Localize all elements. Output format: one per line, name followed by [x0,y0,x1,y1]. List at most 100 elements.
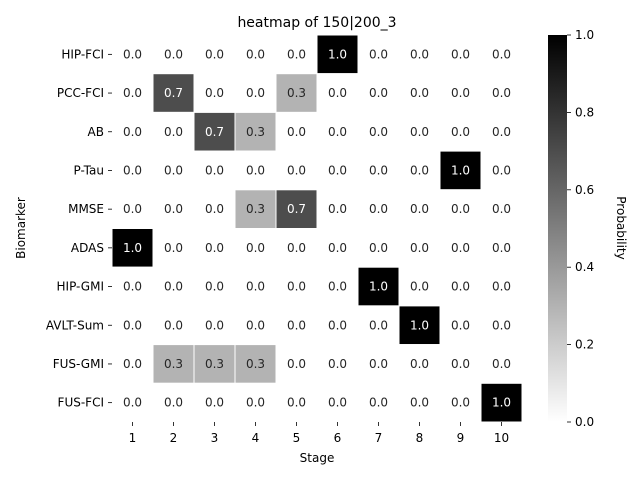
heatmap-cell [316,305,359,346]
cell-value-label: 0.0 [328,318,347,332]
cell-value-label: 0.0 [287,396,306,410]
heatmap-cell [316,382,359,423]
cell-value-label: 0.7 [164,86,183,100]
cell-value-label: 1.0 [369,280,388,294]
cell-value-label: 0.0 [410,241,429,255]
cell-value-label: 0.0 [123,357,142,371]
cell-value-label: 0.0 [369,241,388,255]
colorbar-tick-label: 0.2 [575,338,594,352]
heatmap-cell [480,34,523,75]
y-tick-label: FUS-FCI [58,396,104,410]
cell-value-label: 0.0 [410,125,429,139]
cell-value-label: 0.7 [205,125,224,139]
heatmap-cell [398,344,441,384]
heatmap-cell [357,266,400,307]
cell-value-label: 0.3 [246,357,265,371]
cell-value-label: 0.0 [123,163,142,177]
cell-value-label: 0.0 [410,357,429,371]
colorbar-tick-label: 0.4 [575,260,594,274]
heatmap-cell [275,228,318,268]
cell-value-label: 0.0 [410,202,429,216]
cell-value-label: 0.0 [369,357,388,371]
heatmap-cell [316,189,359,230]
cell-value-label: 0.0 [164,125,183,139]
y-tick-label: HIP-FCI [61,47,104,61]
heatmap-cell [193,344,236,384]
x-tick-label: 10 [494,431,509,445]
y-axis-label: Biomarker [14,197,28,259]
y-tick-label: AVLT-Sum [46,318,104,332]
cell-value-label: 0.0 [492,202,511,216]
heatmap-cell [152,305,195,346]
cell-value-label: 0.0 [246,318,265,332]
cell-value-label: 0.3 [164,357,183,371]
x-tick-label: 5 [293,431,301,445]
heatmap-cell [480,150,523,191]
heatmap-cell [316,73,359,113]
heatmap-cell [480,344,523,384]
cell-value-label: 0.0 [164,163,183,177]
x-tick-label: 4 [252,431,260,445]
cell-value-label: 0.0 [328,241,347,255]
heatmap-cell [480,111,523,152]
cell-value-label: 0.0 [205,396,224,410]
heatmap-cell [275,189,318,230]
cell-value-label: 0.0 [369,396,388,410]
cell-value-label: 0.0 [410,163,429,177]
x-tick-label: 9 [457,431,465,445]
cell-value-label: 0.3 [246,125,265,139]
chart-title: heatmap of 150|200_3 [237,15,396,31]
cell-value-label: 1.0 [492,396,511,410]
cell-value-label: 0.0 [451,47,470,61]
cell-value-label: 0.0 [451,357,470,371]
x-tick-label: 7 [375,431,383,445]
cell-value-label: 0.0 [451,202,470,216]
cell-value-label: 0.0 [164,47,183,61]
cell-value-label: 0.0 [205,280,224,294]
cell-value-label: 0.0 [287,357,306,371]
cell-value-label: 0.0 [369,86,388,100]
x-axis-ticks: 1 2 3 4 5 6 7 8 9 10 [129,422,509,445]
heatmap-cell [111,150,154,191]
heatmap-cell [152,189,195,230]
cell-value-label: 0.0 [205,241,224,255]
heatmap-cell [275,382,318,423]
cell-value-label: 0.0 [287,280,306,294]
cell-value-label: 0.0 [328,202,347,216]
x-tick-label: 1 [129,431,137,445]
y-tick-label: AB [88,125,104,139]
cell-value-label: 0.0 [492,163,511,177]
cell-value-label: 0.3 [287,86,306,100]
y-tick-label: FUS-GMI [53,357,104,371]
heatmap-cells [111,34,523,423]
cell-value-label: 0.0 [410,86,429,100]
cell-value-label: 1.0 [410,318,429,332]
colorbar-tick-label: 1.0 [575,28,594,42]
y-tick-label: MMSE [68,202,104,216]
heatmap-cell [480,266,523,307]
cell-value-label: 0.3 [246,202,265,216]
heatmap-cell [234,228,277,268]
cell-value-label: 1.0 [123,241,142,255]
cell-value-label: 0.0 [205,47,224,61]
heatmap-cell [111,111,154,152]
cell-value-label: 0.0 [492,280,511,294]
cell-value-label: 0.0 [287,125,306,139]
heatmap-cell [480,305,523,346]
cell-value-label: 0.0 [492,318,511,332]
cell-value-label: 0.0 [328,163,347,177]
heatmap-cell [439,73,482,113]
heatmap-cell [275,344,318,384]
cell-value-label: 0.0 [123,396,142,410]
cell-value-label: 0.0 [492,86,511,100]
y-tick-label: HIP-GMI [57,280,105,294]
x-axis-label: Stage [300,451,335,465]
heatmap-cell [398,189,441,230]
cell-value-label: 0.0 [287,163,306,177]
heatmap-cell [316,34,359,75]
cell-value-label: 0.0 [164,396,183,410]
cell-value-label: 0.0 [246,396,265,410]
cell-value-label: 0.0 [205,86,224,100]
x-tick-label: 2 [170,431,178,445]
